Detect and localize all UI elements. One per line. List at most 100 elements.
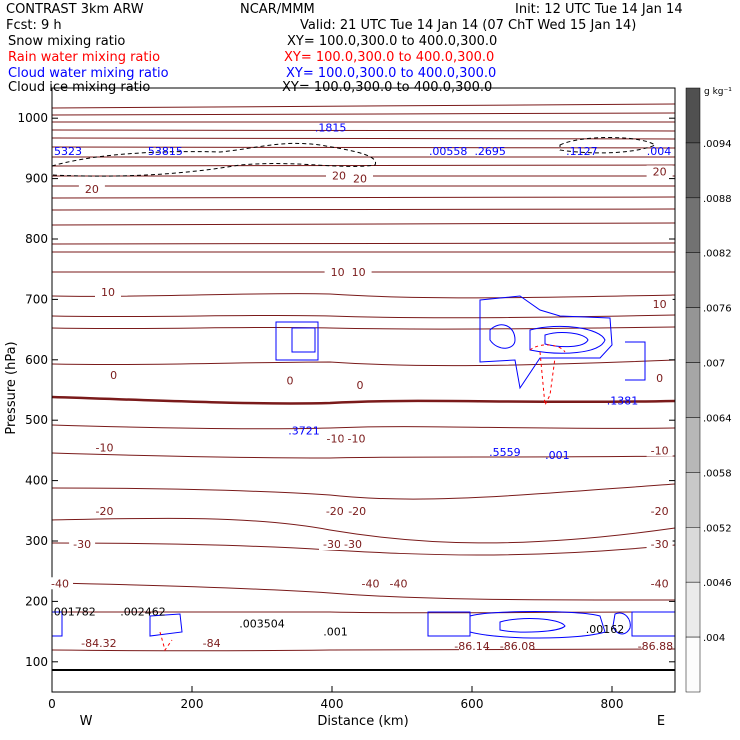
forecast-hour: Fcst: 9 h <box>6 18 62 33</box>
isotherm-label: -40 <box>651 577 669 590</box>
label-bg <box>319 538 345 551</box>
maximum-label: .2695 <box>474 145 506 158</box>
maximum-label: .001 <box>545 449 570 462</box>
water-contour <box>479 295 613 390</box>
x-tick-label: 200 <box>181 697 204 711</box>
isotherm <box>51 103 676 109</box>
isotherm <box>52 611 676 614</box>
valid-time: Valid: 21 UTC Tue 14 Jan 14 (07 ChT Wed … <box>300 18 637 33</box>
label-bg <box>642 640 669 653</box>
isotherm-label: -40 <box>362 577 380 590</box>
colorbar-swatch <box>685 527 701 583</box>
maximum-label: .002462 <box>120 606 166 619</box>
isotherm <box>51 648 676 652</box>
maximum-label: .001 <box>323 626 348 639</box>
colorbar-tick-label: .004 <box>703 633 725 644</box>
isotherm <box>51 483 676 500</box>
isotherm-label: 20 <box>85 183 99 196</box>
label-bg <box>100 368 127 381</box>
temperature-contours <box>51 103 676 652</box>
y-tick-label: 100 <box>25 655 48 669</box>
isotherm <box>51 452 676 459</box>
field-rain-xy: XY= 100.0,300.0 to 400.0,300.0 <box>284 50 495 65</box>
y-axis-label: Pressure (hPa) <box>4 341 19 434</box>
y-tick-label: 1000 <box>17 111 48 125</box>
east-label: E <box>657 714 665 729</box>
isotherm-label: -84 <box>203 637 221 650</box>
isotherm-label: 20 <box>353 173 367 186</box>
field-rain-label: Rain water mixing ratio <box>8 50 161 65</box>
colorbar-swatch <box>685 362 701 418</box>
label-bg <box>347 172 373 185</box>
isotherm-label: -10 <box>651 444 669 457</box>
label-bg <box>504 640 531 653</box>
colorbar-swatch <box>685 252 701 308</box>
isotherm <box>51 293 676 299</box>
org-label: NCAR/MMM <box>240 2 315 17</box>
maximum-label: .5559 <box>489 446 521 459</box>
isotherm <box>51 424 676 430</box>
colorbar-swatch <box>685 87 701 144</box>
label-bg <box>91 441 118 454</box>
west-label: W <box>80 714 93 729</box>
isotherm-label: -30 <box>73 538 91 551</box>
isotherm <box>51 314 676 319</box>
maximum-label: .1815 <box>315 121 347 134</box>
label-bg <box>646 577 673 590</box>
water-contour <box>291 327 316 353</box>
isotherm-label: -86.88 <box>638 640 673 653</box>
init-time: Init: 12 UTC Tue 14 Jan 14 <box>515 2 683 17</box>
isotherm <box>51 129 676 132</box>
isotherm-label: 10 <box>101 286 115 299</box>
plot-frame <box>51 87 676 693</box>
water-contour <box>631 611 676 637</box>
field-cloudwater-label: Cloud water mixing ratio <box>8 66 169 81</box>
x-axis-label: Distance (km) <box>317 714 408 729</box>
label-bg <box>345 266 372 279</box>
isotherm-label: -40 <box>51 577 69 590</box>
field-cloudwater-xy: XY= 100.0,300.0 to 400.0,300.0 <box>286 66 497 81</box>
colorbar: .0094 .0088 .0082 .0076 .007 .0064 .0058 .0052.… <box>685 87 732 693</box>
colorbar-tick-label: .0052 <box>703 523 732 534</box>
label-bg <box>347 379 373 392</box>
isotherm-label: -84.32 <box>81 637 116 650</box>
isotherm <box>51 112 676 116</box>
label-bg <box>277 374 303 387</box>
isotherm-label: -20 <box>326 505 344 518</box>
colorbar-tick-label: .0094 <box>703 139 732 150</box>
label-bg <box>459 640 485 653</box>
colorbar-swatch <box>685 417 701 473</box>
colorbar-swatch <box>685 472 701 528</box>
isotherm-label: 20 <box>332 170 346 183</box>
water-contour <box>427 611 471 637</box>
x-tick-label: 400 <box>321 697 344 711</box>
colorbar-tick-label: .0076 <box>703 304 732 315</box>
water-contour <box>469 611 606 639</box>
y-tick-label: 300 <box>25 534 48 548</box>
y-tick-label: 600 <box>25 353 48 367</box>
isotherm <box>51 222 676 226</box>
isotherm-label: -30 <box>344 538 362 551</box>
label-bg <box>324 266 351 279</box>
water-contour <box>499 618 566 633</box>
isotherm <box>51 326 676 330</box>
isotherm-label: -30 <box>323 538 341 551</box>
maximum-label: .004 <box>647 145 672 158</box>
rain-water-contours <box>159 344 566 652</box>
model-title: CONTRAST 3km ARW <box>6 2 144 17</box>
isotherm <box>51 146 676 149</box>
label-bg <box>85 637 112 650</box>
water-contour <box>149 613 183 637</box>
maximum-label: .1127 <box>566 145 598 158</box>
isotherm-label: 0 <box>110 369 117 382</box>
isotherm <box>51 208 676 211</box>
water-contour <box>625 341 646 381</box>
label-bg <box>357 577 384 590</box>
isotherm-label: 10 <box>352 266 366 279</box>
label-bg <box>646 371 673 384</box>
water-contour <box>275 321 319 361</box>
maximum-label: .3721 <box>288 424 320 437</box>
colorbar-tick-label: .0058 <box>703 468 732 479</box>
isotherm <box>51 164 676 167</box>
